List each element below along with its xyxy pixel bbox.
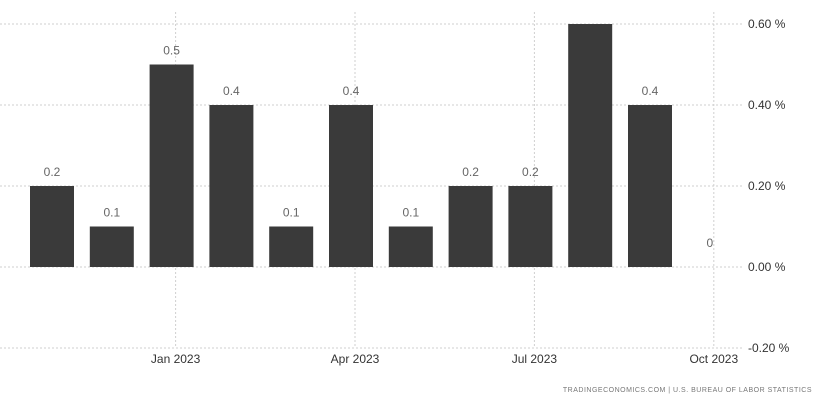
y-tick-label: 0.00 %: [748, 260, 786, 274]
y-tick-label: 0.40 %: [748, 98, 786, 112]
data-label: 0.4: [642, 84, 659, 98]
x-tick-label: Apr 2023: [331, 352, 380, 366]
data-label: 0.2: [44, 165, 61, 179]
x-axis: Jan 2023 Apr 2023 Jul 2023 Oct 2023: [151, 352, 739, 366]
bar: [149, 64, 194, 267]
bars: [30, 24, 672, 267]
y-tick-label: -0.20 %: [748, 341, 790, 355]
x-tick-label: Jul 2023: [512, 352, 558, 366]
data-label: 0.1: [402, 206, 419, 220]
bar: [30, 186, 74, 267]
data-label: 0.2: [462, 165, 479, 179]
y-tick-label: 0.20 %: [748, 179, 786, 193]
bar: [329, 105, 373, 267]
data-label: 0.4: [343, 84, 360, 98]
data-label: 0.1: [103, 206, 120, 220]
y-tick-label: 0.60 %: [748, 17, 786, 31]
source-note: TRADINGECONOMICS.COM | U.S. BUREAU OF LA…: [563, 387, 812, 394]
x-tick-label: Jan 2023: [151, 352, 201, 366]
data-label: 0.5: [163, 44, 180, 58]
bar: [508, 186, 553, 267]
data-label: 0: [706, 236, 713, 250]
bar: [628, 105, 672, 267]
bar: [269, 226, 314, 267]
bar: [568, 24, 613, 267]
bar: [209, 105, 254, 267]
data-label: 0.2: [522, 165, 539, 179]
bar: [448, 186, 493, 267]
bar: [89, 226, 134, 267]
data-labels: 0.2 0.1 0.5 0.4 0.1 0.4 0.1 0.2 0.2 0.4 0: [44, 44, 714, 251]
y-axis: 0.60 % 0.40 % 0.20 % 0.00 % -0.20 %: [748, 17, 790, 355]
x-tick-label: Oct 2023: [689, 352, 738, 366]
data-label: 0.4: [223, 84, 240, 98]
data-label: 0.1: [283, 206, 300, 220]
bar: [388, 226, 433, 267]
